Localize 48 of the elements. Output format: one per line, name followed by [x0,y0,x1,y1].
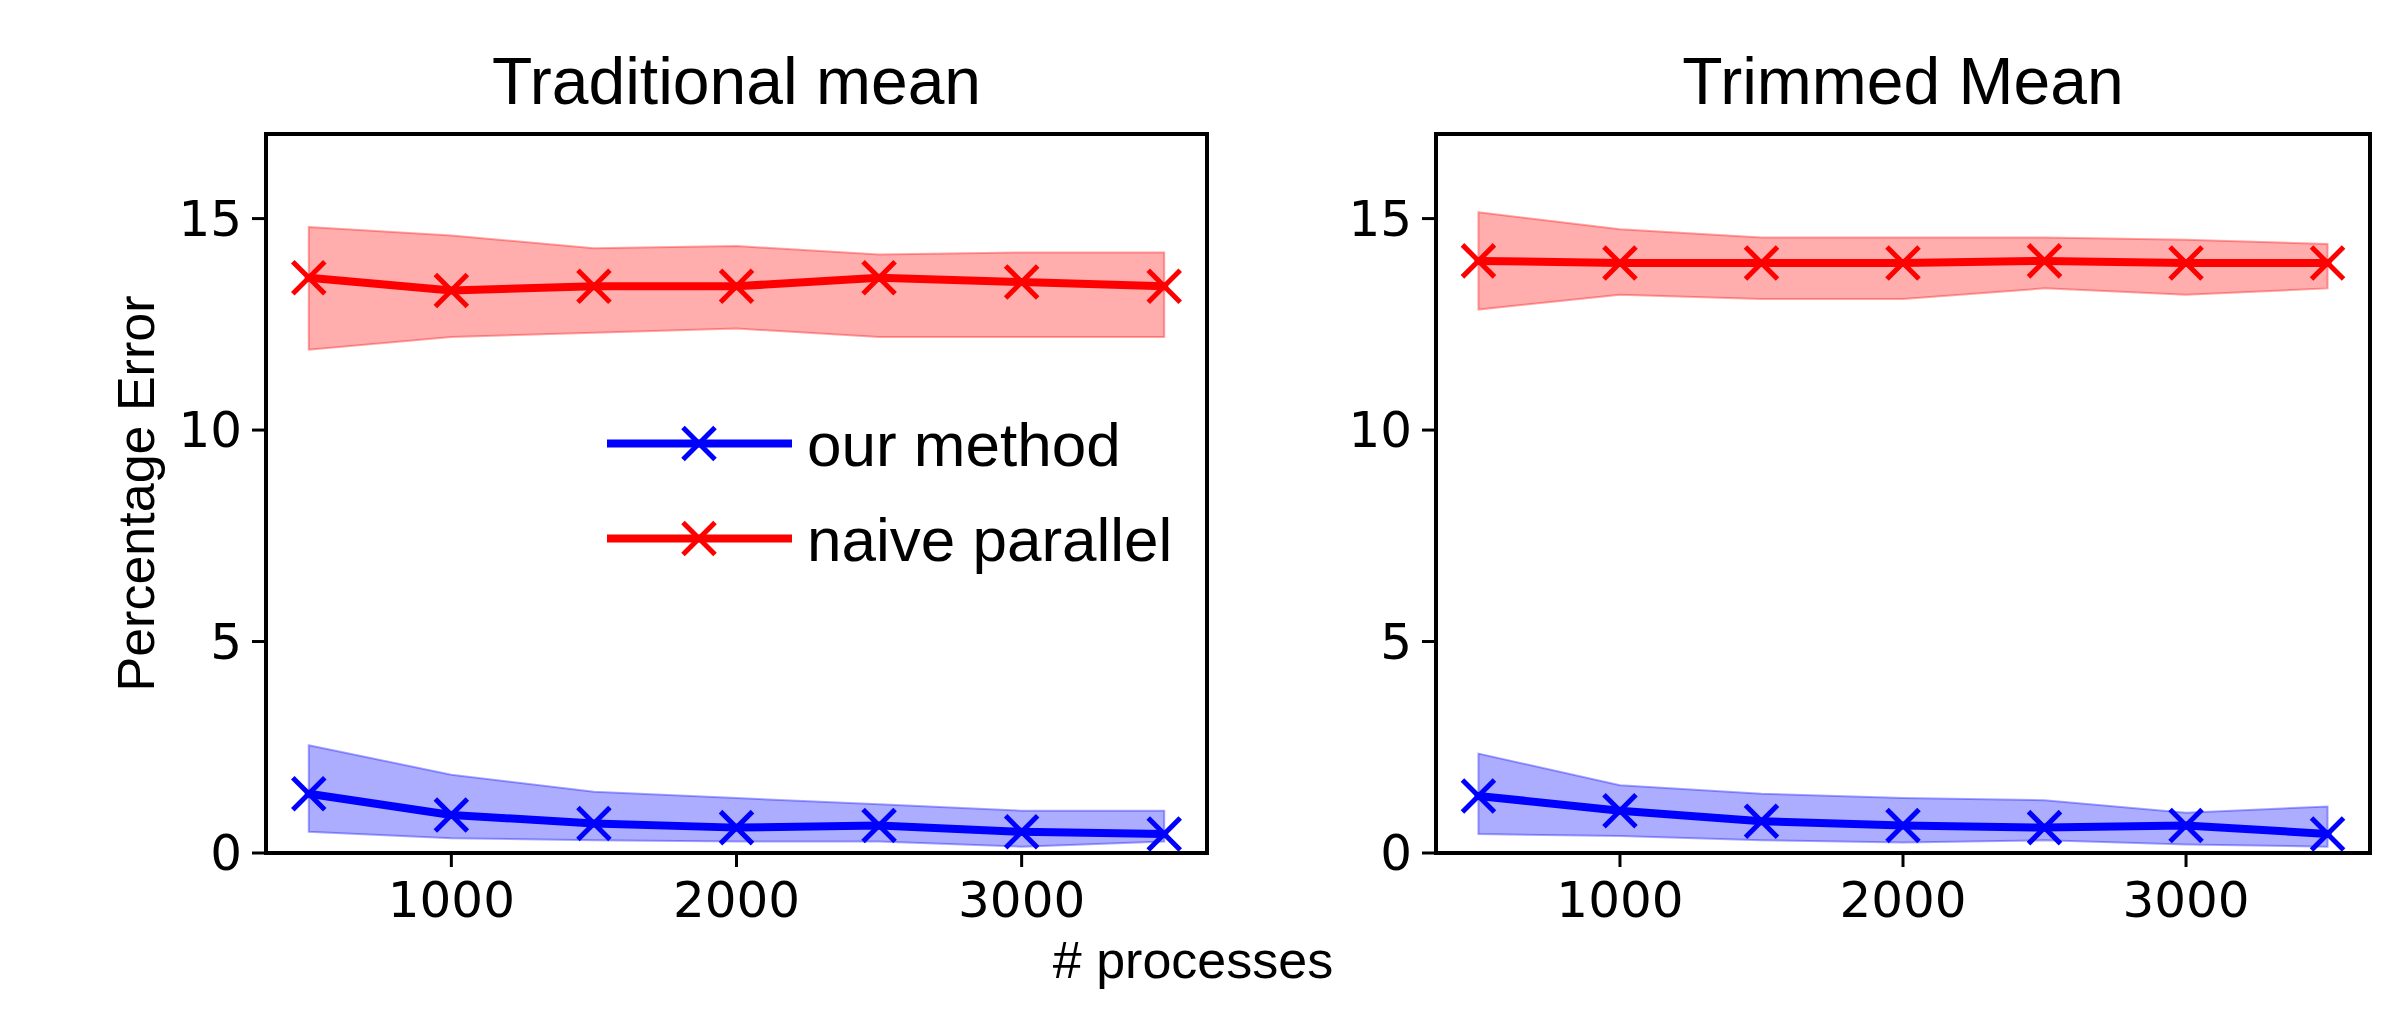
y-tick-label: 0 [210,824,242,882]
x-tick-label: 2000 [1839,871,1967,929]
point [2026,242,2064,280]
chart-title: Trimmed Mean [1682,44,2124,118]
point [1884,807,1922,845]
y-tick-label: 10 [178,401,242,460]
point [290,775,328,813]
point [718,267,755,305]
y-tick-label: 15 [1348,189,1412,248]
y-tick-label: 0 [1380,824,1412,882]
point [1145,815,1183,853]
x-tick-label: 3000 [2122,871,2250,929]
point [1003,263,1041,301]
point [1742,244,1780,282]
x-tick-label: 1000 [387,871,515,929]
x-tick-label: 3000 [958,871,1086,929]
x-tick-label: 1000 [1556,871,1684,929]
point [1601,792,1639,830]
point [2309,815,2347,853]
legend-label: naive parallel [807,504,1173,574]
legend-label: our method [807,409,1121,479]
point [432,271,470,309]
y-tick-label: 15 [178,189,242,248]
point [860,807,898,845]
y-tick-label: 10 [1348,401,1412,460]
point [860,259,898,297]
point [290,259,328,297]
point [1601,244,1639,282]
y-axis-title: Percentage Error [107,295,165,692]
point [1884,244,1922,282]
chart-title: Traditional mean [491,44,982,118]
y-tick-label: 5 [210,612,242,671]
x-axis-title: # processes [1052,931,1334,989]
point [2167,807,2205,845]
x-tick-label: 2000 [672,871,801,929]
point [718,809,755,847]
point [1003,813,1041,851]
point [1459,777,1497,815]
point [1742,802,1780,840]
point [575,804,613,842]
point [2309,244,2347,282]
point [2167,244,2205,282]
point [1459,242,1497,280]
point [432,796,470,834]
point [1145,267,1183,305]
point [575,267,613,305]
point [2026,809,2064,847]
y-tick-label: 5 [1380,612,1412,671]
